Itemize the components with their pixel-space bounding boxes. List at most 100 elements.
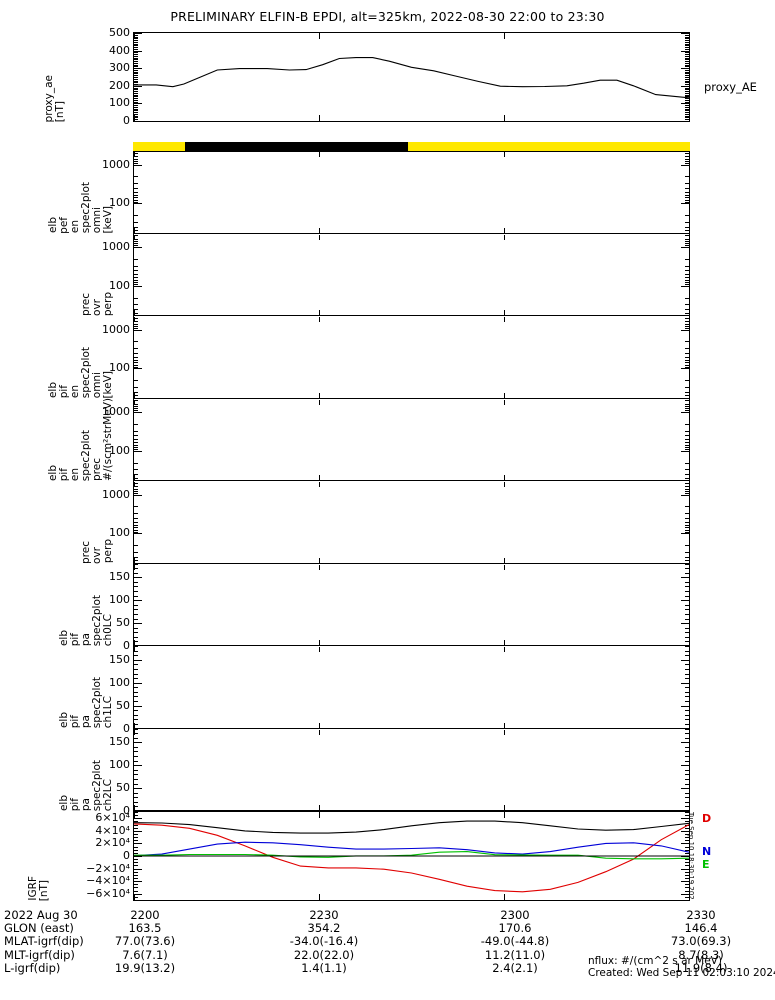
panel-pif-en-omni-minor-r	[685, 328, 689, 329]
panel-pif-pa-ch0LC-min-l	[134, 573, 138, 574]
panel-prec-ovr-perp-1-minor-r	[685, 266, 689, 267]
panel-pif-en-omni-minor-l	[134, 392, 138, 393]
igrf-min-r	[685, 878, 689, 879]
ephemeris-value-r1-c0: 163.5	[128, 921, 162, 936]
igrf-min-r	[685, 897, 689, 898]
proxy-ytick-r-26	[685, 79, 689, 80]
panel-prec-ovr-perp-1-minor-r	[685, 241, 689, 242]
proxy-ytick-l-46	[134, 114, 138, 115]
igrf-line-total	[134, 820, 689, 834]
proxy-xtick-bot-3	[689, 115, 690, 121]
panel-pif-en-omni-ytick-100: 100	[109, 361, 130, 375]
panel-pif-pa-ch2LC-ytick-100: 100	[109, 758, 130, 771]
proxy-ytick-l-5	[134, 42, 138, 43]
panel-pif-pa-ch0LC-min-r	[685, 573, 689, 574]
panel-pif-pa-ch0LC-min-l	[134, 609, 138, 610]
panel-pif-en-omni-minor-l	[134, 318, 138, 319]
proxy-ytick-r-0	[681, 33, 689, 34]
igrf-min-r	[685, 884, 689, 885]
panel-pif-en-prec-minor-r	[685, 406, 689, 407]
panel-pif-pa-ch0LC-min-r	[685, 619, 689, 620]
proxy-ytick-l-9	[134, 49, 138, 50]
igrf-min-l	[134, 862, 138, 863]
proxy-ytick-l-6	[134, 44, 138, 45]
panel-pif-pa-ch0LC-min-l	[134, 619, 138, 620]
proxy-ytick-l-47	[134, 116, 138, 117]
panel-prec-ovr-perp-1-minor-r	[685, 259, 689, 260]
igrf-min-l	[134, 834, 138, 835]
proxy-ytick-r-13	[685, 56, 689, 57]
igrf-min-l	[134, 872, 138, 873]
panel-pif-pa-ch1LC-min-l	[134, 715, 138, 716]
panel-pif-en-omni-minor-r	[685, 365, 689, 366]
igrf-min-r	[685, 812, 689, 813]
panel-prec-ovr-perp-2-minor-r	[685, 525, 689, 526]
igrf-min-l	[134, 840, 138, 841]
panel-pif-pa-ch1LC-min-l	[134, 710, 138, 711]
panel-pif-pa-ch0LC-min-r	[685, 605, 689, 606]
igrf-legend-E: E	[702, 858, 710, 871]
panel-pif-en-prec-minor-r	[685, 463, 689, 464]
panel-pif-pa-ch0LC-min-l	[134, 568, 138, 569]
panel-pif-en-omni-xtick-bot-1	[319, 393, 320, 398]
panel-pif-en-prec-minor-l	[134, 469, 138, 470]
panel-prec-ovr-perp-2-minor-r	[685, 545, 689, 546]
igrf-min-l	[134, 897, 138, 898]
footnote-line-1: nflux: #/(cm^2 s ar MeV)	[588, 955, 722, 967]
panel-pif-pa-ch2LC-min-l	[134, 761, 138, 762]
panel-prec-ovr-perp-2-minor-l	[134, 491, 138, 492]
panel-pif-pa-ch2LC-min-r	[685, 774, 689, 775]
panel-pif-en-omni-minor-l	[134, 380, 138, 381]
proxy-ytick-l-26	[134, 79, 138, 80]
panel-pif-pa-ch2LC-min-r	[685, 747, 689, 748]
panel-prec-ovr-perp-2-minor-l	[134, 525, 138, 526]
panel-pif-pa-ch1LC-min-r	[685, 674, 689, 675]
panel-pif-pa-ch1LC-min-l	[134, 724, 138, 725]
panel-pef-en-omni-minor-l	[134, 202, 138, 203]
panel-pif-pa-ch1LC-min-l	[134, 669, 138, 670]
panel-pef-en-omni-xtick-top-1	[319, 152, 320, 157]
panel-pef-en-omni-minor-l	[134, 192, 138, 193]
proxy-ytick-r-2	[685, 37, 689, 38]
panel-pif-en-prec	[133, 398, 690, 481]
proxy-ytick-l-1	[134, 35, 138, 36]
proxy-ytick-r-37	[685, 98, 689, 99]
panel-pif-pa-ch0LC-ytick-150: 150	[109, 570, 130, 583]
panel-pif-pa-ch0LC-xtick-top-3	[689, 565, 690, 570]
panel-pif-en-omni-minor-l	[134, 367, 138, 368]
proxy-ytick-r-24	[685, 75, 689, 76]
igrf-min-l	[134, 859, 138, 860]
proxy-ytick-r-40	[681, 103, 689, 104]
panel-prec-ovr-perp-1-minor-l	[134, 245, 138, 246]
proxy-ytick-r-7	[685, 45, 689, 46]
panel-prec-ovr-perp-2-minor-r	[685, 513, 689, 514]
igrf-line-d	[134, 823, 689, 893]
proxy-ytick-l-12	[134, 54, 138, 55]
panel-pif-pa-ch1LC-maj-r-0	[681, 660, 689, 661]
igrf-legend-D: D	[702, 812, 712, 825]
igrf-maj-r-4	[681, 869, 689, 870]
proxy-xtick-bot-0	[134, 115, 135, 121]
proxy-ytick-l-35	[134, 95, 138, 96]
panel-prec-ovr-perp-1-minor-r	[685, 304, 689, 305]
panel-prec-ovr-perp-2-major-r-1	[681, 533, 689, 534]
ephemeris-value-r3-c3: 8.7(8.3)	[678, 947, 724, 962]
panel-pif-pa-ch1LC-xtick-top-1	[319, 647, 320, 652]
proxy-xtick-top-1	[319, 33, 320, 39]
proxy-ytick-r-45	[685, 112, 689, 113]
igrf-min-l	[134, 875, 138, 876]
proxy-ytick-l-15	[134, 59, 138, 60]
panel-pif-en-prec-minor-r	[685, 400, 689, 401]
panel-prec-ovr-perp-1-minor-l	[134, 270, 138, 271]
igrf-ytick-0: 6×10⁴	[95, 811, 130, 824]
panel-pif-en-omni-minor-r	[685, 360, 689, 361]
panel-pif-pa-ch0LC-xtick-bot-0	[134, 640, 135, 645]
igrf-xtick-bot-3	[689, 894, 690, 900]
panel-pef-en-omni-minor-l	[134, 215, 138, 216]
panel-pif-pa-ch1LC-min-r	[685, 687, 689, 688]
panel-pif-pa-ch0LC-maj-l-2	[134, 623, 142, 624]
igrf-render-date: Tue Sep 10 18:30:19 2024	[687, 812, 695, 900]
proxy-xtick-top-3	[689, 33, 690, 39]
panel-prec-ovr-perp-1-xtick-top-1	[319, 235, 320, 240]
ephemeris-value-r1-c1: 354.2	[307, 921, 341, 936]
